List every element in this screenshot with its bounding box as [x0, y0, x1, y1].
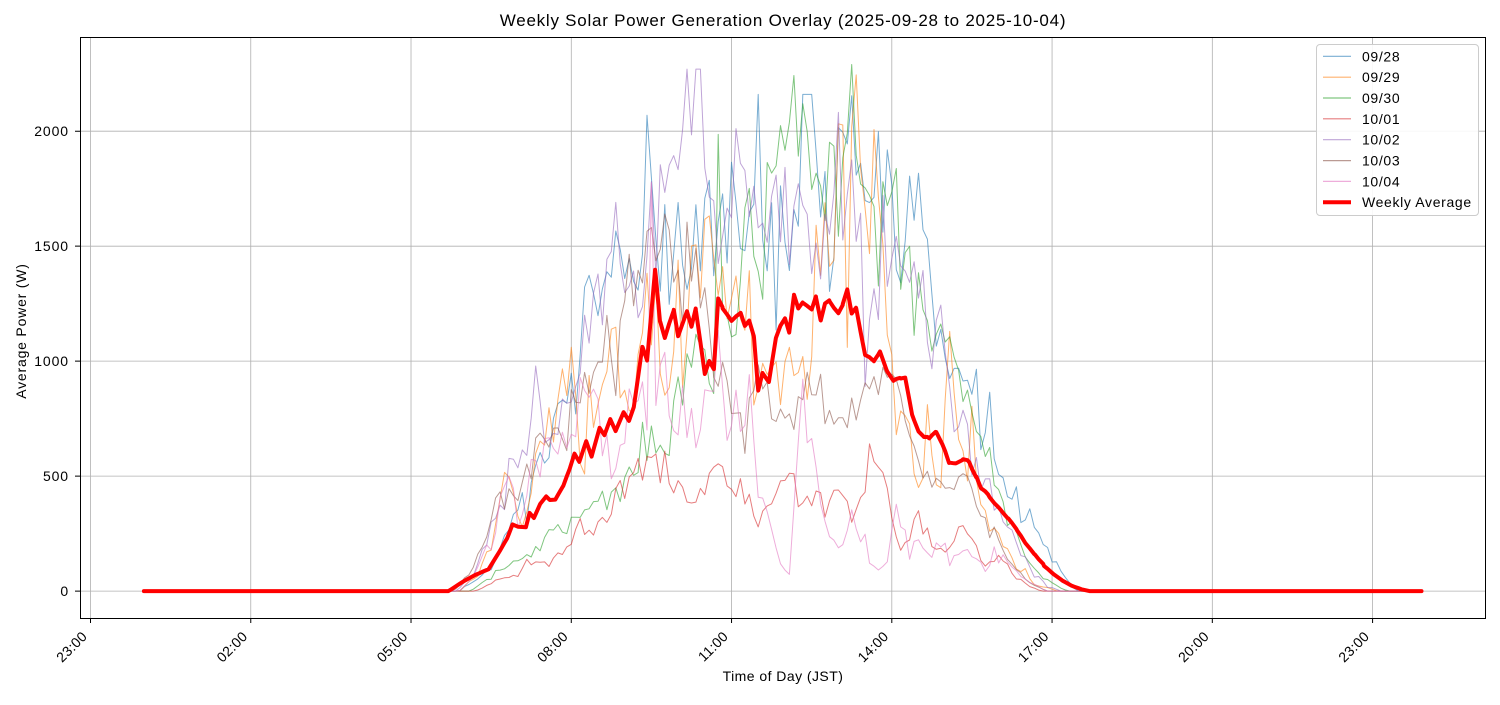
- svg-text:500: 500: [43, 468, 69, 484]
- svg-text:09/30: 09/30: [1362, 90, 1400, 106]
- svg-text:Time of Day (JST): Time of Day (JST): [723, 668, 844, 684]
- svg-text:09/29: 09/29: [1362, 69, 1400, 85]
- svg-text:Average Power (W): Average Power (W): [13, 263, 29, 399]
- svg-text:10/02: 10/02: [1362, 132, 1400, 148]
- svg-text:10/01: 10/01: [1362, 111, 1400, 127]
- svg-text:1500: 1500: [34, 238, 69, 254]
- svg-text:Weekly Solar Power Generation: Weekly Solar Power Generation Overlay (2…: [500, 11, 1066, 30]
- svg-text:10/03: 10/03: [1362, 153, 1400, 169]
- svg-text:2000: 2000: [34, 123, 69, 139]
- svg-text:10/04: 10/04: [1362, 173, 1400, 189]
- svg-text:Weekly Average: Weekly Average: [1362, 194, 1472, 210]
- svg-text:1000: 1000: [34, 353, 69, 369]
- svg-text:09/28: 09/28: [1362, 48, 1400, 64]
- svg-text:0: 0: [60, 583, 69, 599]
